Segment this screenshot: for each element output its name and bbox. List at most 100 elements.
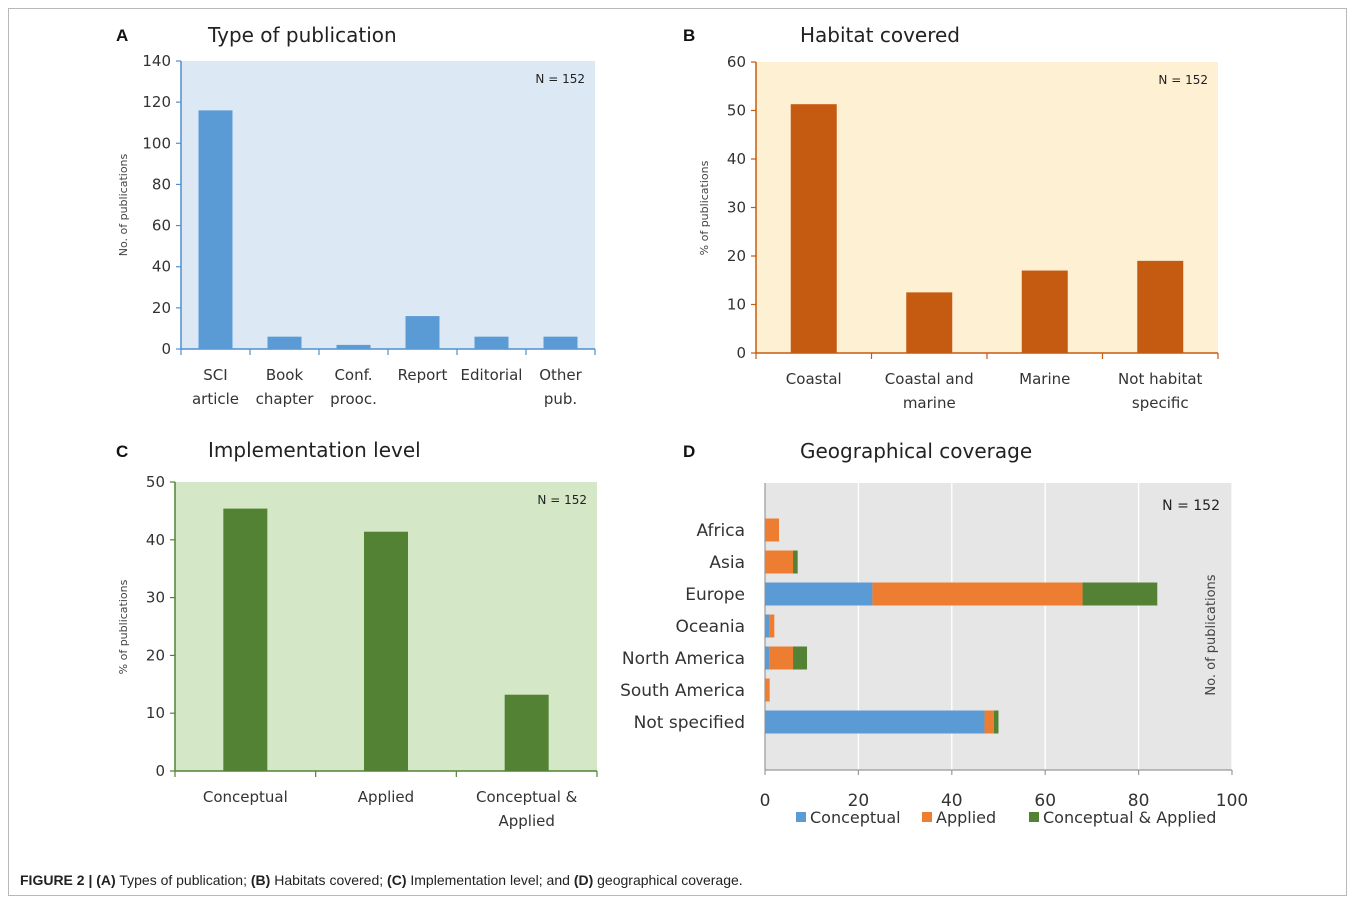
panel-b-category-label: Not habitat [1118,370,1203,388]
panel-c-y-tick-label: 10 [146,704,165,722]
caption-c-text: Implementation level; and [406,872,574,888]
panel-d-legend-swatch-applied [922,812,932,822]
panel-d-x-tick-label: 100 [1216,791,1248,811]
panel-d-bar-applied [984,710,994,734]
panel-c-sample-size: N = 152 [537,493,587,507]
panel-c-category-label: Conceptual [203,788,288,806]
panel-c-letter: C [116,442,128,461]
caption-a-tag: (A) [96,872,116,888]
panel-a-y-tick-label: 20 [152,299,171,317]
panel-d-bar-applied [765,678,770,702]
panel-a-category-label: prooc. [330,390,377,408]
panel-d-x-tick-label: 0 [760,791,771,811]
panel-c-bar [364,531,408,771]
caption-figure-label: FIGURE 2 | [20,872,93,888]
panel-d-bar-applied [872,582,1083,606]
panel-b-y-axis-label: % of publications [698,160,711,255]
panel-b-bar [1021,270,1068,353]
panel-c: C Implementation level 0 10 20 30 40 50 Conceptu… [116,438,598,830]
panel-d-bar-applied [765,550,794,574]
panel-a-category-label: SCI [203,366,227,384]
caption-c-tag: (C) [387,872,407,888]
panel-a-bar [543,336,578,349]
panel-b-y-tick-label: 30 [727,199,746,217]
panel-a-bar [336,344,371,349]
panel-c-category-label: Conceptual & [476,788,578,806]
panel-d-letter: D [683,442,695,461]
panel-a-category-label: pub. [544,390,577,408]
panel-c-y-tick-label: 30 [146,589,165,607]
panel-b-category-label: marine [903,394,956,412]
panel-d-category-label: South America [620,681,745,701]
panel-b-y-tick-label: 60 [727,53,746,71]
panel-c-y-axis-label: % of publications [117,579,130,674]
panel-b-sample-size: N = 152 [1158,73,1208,87]
panel-a-y-tick-label: 80 [152,175,171,193]
panel-d-category-label: Europe [685,585,745,605]
panel-d-legend-label-conceptual: Conceptual [810,808,901,827]
panel-b-title: Habitat covered [800,23,960,47]
panel-d-x-tick-label: 80 [1128,791,1150,811]
panel-a-y-tick-label: 60 [152,217,171,235]
panel-c-y-tick-label: 40 [146,531,165,549]
panel-a-category-label: Book [266,366,304,384]
panel-d-category-label: North America [622,649,745,669]
panel-c-bar [223,508,268,771]
figure-svg: A Type of publication020406080100120140SC… [116,23,1248,830]
panel-d-bar-conceptual [765,646,770,670]
panel-a-bar [198,110,233,349]
panel-b-y-tick-label: 40 [727,150,746,168]
panel-b-bar [1137,260,1184,353]
panel-a: A Type of publication 0 20 40 60 80 100 120 140 SC… [116,23,596,408]
panel-a-y-axis-label: No. of publications [117,153,130,256]
panel-a-title: Type of publication [207,23,397,47]
panel-b-y-tick-label: 20 [727,247,746,265]
panel-a-y-tick-label: 120 [142,93,171,111]
panel-d-category-label: Not specified [634,713,745,733]
panel-d-bar-conceptual-applied [993,710,999,734]
panel-d-category-label: Africa [697,521,746,541]
panel-c-category-label: Applied [498,812,554,830]
panel-d-bar-conceptual-applied [1082,582,1158,606]
panel-d-bar-conceptual [765,582,873,606]
panel-a-bar [405,316,440,349]
panel-a-category-label: Editorial [461,366,523,384]
caption-b-text: Habitats covered; [270,872,388,888]
panel-d-legend-label-applied: Applied [936,808,996,827]
panel-c-category-label: Applied [358,788,414,806]
panel-d-bar-conceptual [765,710,985,734]
panel-c-y-tick-label: 50 [146,473,165,491]
panel-b-y-tick-label: 50 [727,102,746,120]
panel-d-legend-label-conceptual-applied: Conceptual & Applied [1043,808,1216,827]
panel-c-y-tick-label: 0 [155,762,165,780]
panel-a-y-tick-label: 100 [142,134,171,152]
panel-b-category-label: Coastal [786,370,842,388]
panel-d-sample-size: N = 152 [1162,498,1220,514]
panel-d-bar-applied [769,614,775,638]
panel-b-y-tick-label: 10 [727,296,746,314]
panel-b-category-label: Coastal and [885,370,974,388]
panel-b: B Habitat covered 0 10 20 30 40 50 60 Coastal Coas… [683,23,1219,412]
panel-b-letter: B [683,26,695,45]
panel-d-y-axis-label: No. of publications [1204,574,1219,695]
caption-b-tag: (B) [250,872,271,888]
panel-d-category-label: Oceania [675,617,745,637]
panel-d-bar-applied [765,518,780,542]
caption-d-tag: (D) [573,872,594,888]
panel-b-category-label: specific [1132,394,1189,412]
panel-d: D Geographical coverage 0 20 40 60 80 100 Africa… [620,439,1248,827]
panel-a-y-tick-label: 140 [142,52,171,70]
panel-a-y-tick-label: 0 [161,340,171,358]
panel-d-bar-conceptual [765,614,770,638]
panel-c-y-tick-label: 20 [146,646,165,664]
panel-a-y-tick-label: 40 [152,258,171,276]
panel-a-category-label: chapter [256,390,315,408]
panel-a-bar [267,336,302,349]
panel-a-plot-background [181,61,595,349]
panel-a-category-label: article [192,390,239,408]
panel-d-legend-swatch-conceptual [796,812,806,822]
panel-b-bar [790,104,837,353]
panel-d-legend-swatch-conceptual-applied [1029,812,1039,822]
panel-a-category-label: Conf. [334,366,372,384]
panel-a-category-label: Report [398,366,448,384]
